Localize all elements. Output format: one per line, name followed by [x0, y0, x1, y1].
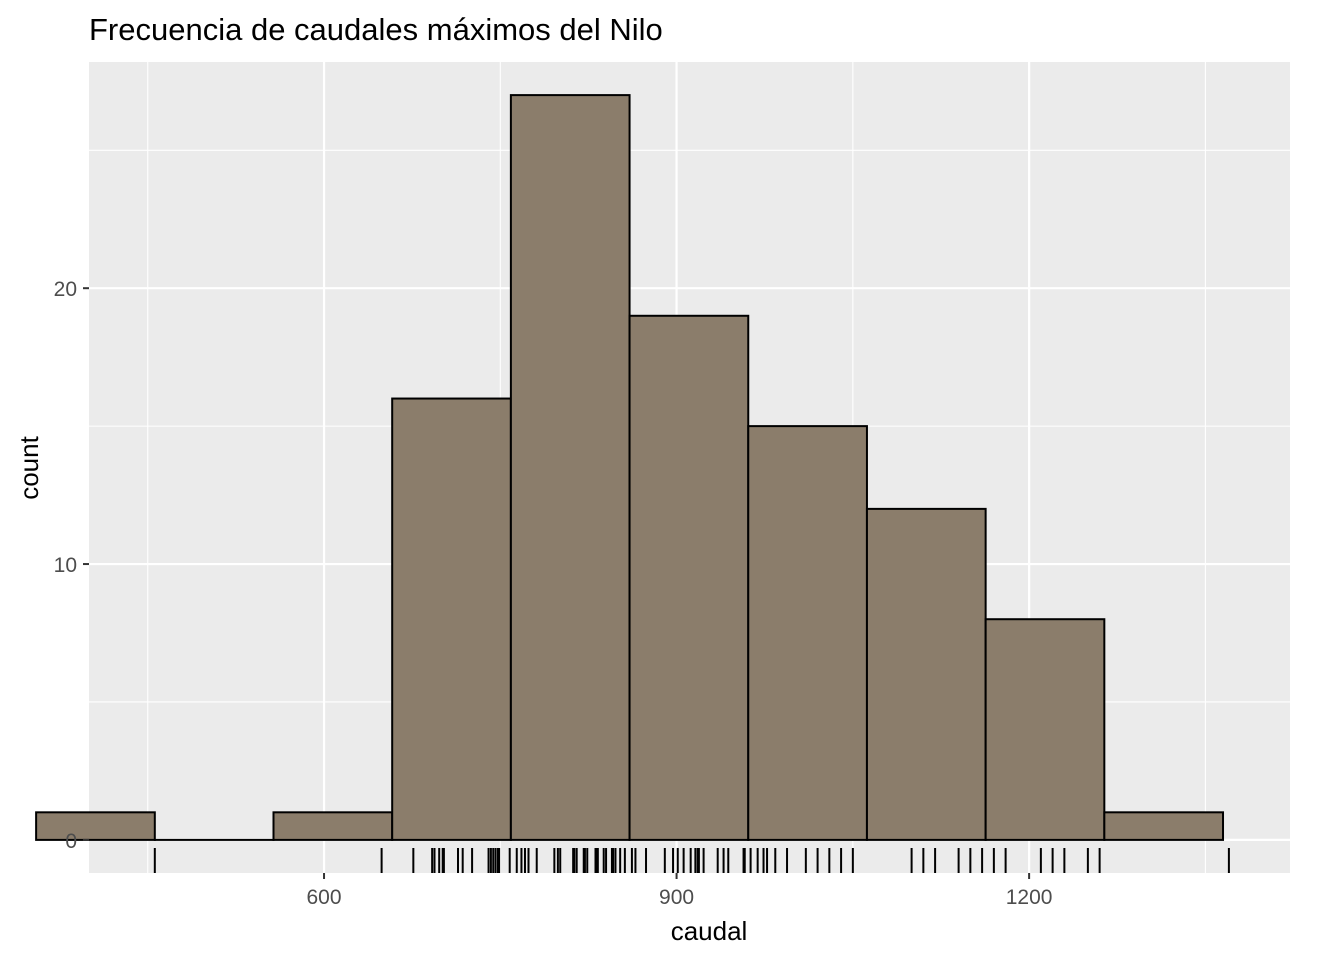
- y-tick-label: 20: [54, 278, 77, 301]
- y-tick-label: 0: [65, 830, 77, 853]
- x-tick-label: 1200: [1006, 886, 1053, 909]
- histogram-bar-2: [272, 811, 394, 841]
- chart-title: Frecuencia de caudales máximos del Nilo: [89, 12, 663, 47]
- histogram-bar-8: [984, 618, 1106, 841]
- histogram-bar-6: [747, 425, 868, 841]
- x-tick-label: 600: [307, 886, 342, 909]
- histogram-bar-4: [509, 94, 631, 841]
- histogram-bar-5: [628, 314, 750, 841]
- y-tick-label: 10: [54, 554, 77, 577]
- histogram-bar-3: [391, 397, 512, 841]
- histogram-bar-0: [35, 811, 156, 841]
- axes: 600 900 1200 0 10 20: [54, 278, 1053, 909]
- histogram-bar-7: [865, 507, 987, 841]
- rug-marks: [153, 848, 1230, 873]
- y-axis-label: count: [14, 435, 44, 499]
- x-axis-label: caudal: [671, 916, 748, 946]
- histogram-bars: [35, 94, 1225, 841]
- histogram-bar-9: [1103, 811, 1225, 841]
- x-tick-label: 900: [659, 886, 694, 909]
